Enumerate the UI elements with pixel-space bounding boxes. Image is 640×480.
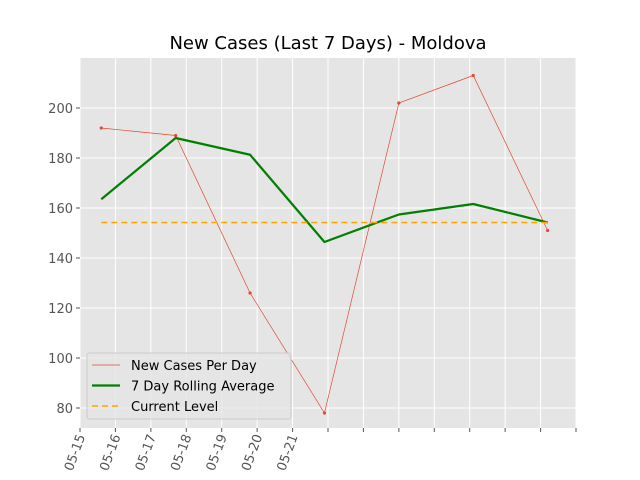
y-axis: 80 100 120 140 160 180 200: [48, 102, 80, 417]
y-tick-label: 80: [56, 402, 73, 417]
x-tick-label: 05-16: [97, 432, 124, 473]
x-tick-label: 05-20: [239, 432, 266, 473]
y-tick-label: 160: [48, 202, 73, 217]
series: [99, 73, 550, 415]
series-line-1: [100, 136, 548, 244]
x-tick-label: 05-19: [204, 432, 231, 473]
x-tick-label: 05-18: [168, 432, 195, 473]
data-point: [322, 411, 327, 415]
data-point: [397, 101, 401, 105]
legend: New Cases Per Day 7 Day Rolling Average Cu…: [86, 352, 292, 420]
y-tick-label: 140: [48, 252, 73, 267]
chart-title: New Cases (Last 7 Days) - Moldova: [169, 33, 486, 54]
data-point: [546, 228, 550, 233]
legend-label: 7 Day Rolling Average: [131, 380, 274, 395]
legend-label: Current Level: [131, 400, 218, 415]
legend-box: [86, 352, 292, 420]
y-tick-label: 200: [48, 102, 73, 117]
legend-label: New Cases Per Day: [131, 359, 257, 374]
x-tick-label: 05-15: [62, 432, 89, 473]
y-tick-label: 120: [48, 302, 73, 317]
x-tick-label: 05-17: [133, 432, 160, 473]
x-tick-label: 05-21: [275, 432, 302, 473]
x-axis: 05-15 05-16 05-17 05-18 05-19 05-20 05-21: [62, 428, 577, 473]
data-point: [471, 73, 475, 78]
y-tick-label: 180: [48, 152, 73, 167]
data-point: [248, 291, 252, 295]
y-tick-label: 100: [48, 352, 73, 367]
data-point: [174, 133, 178, 138]
data-point: [99, 126, 103, 130]
